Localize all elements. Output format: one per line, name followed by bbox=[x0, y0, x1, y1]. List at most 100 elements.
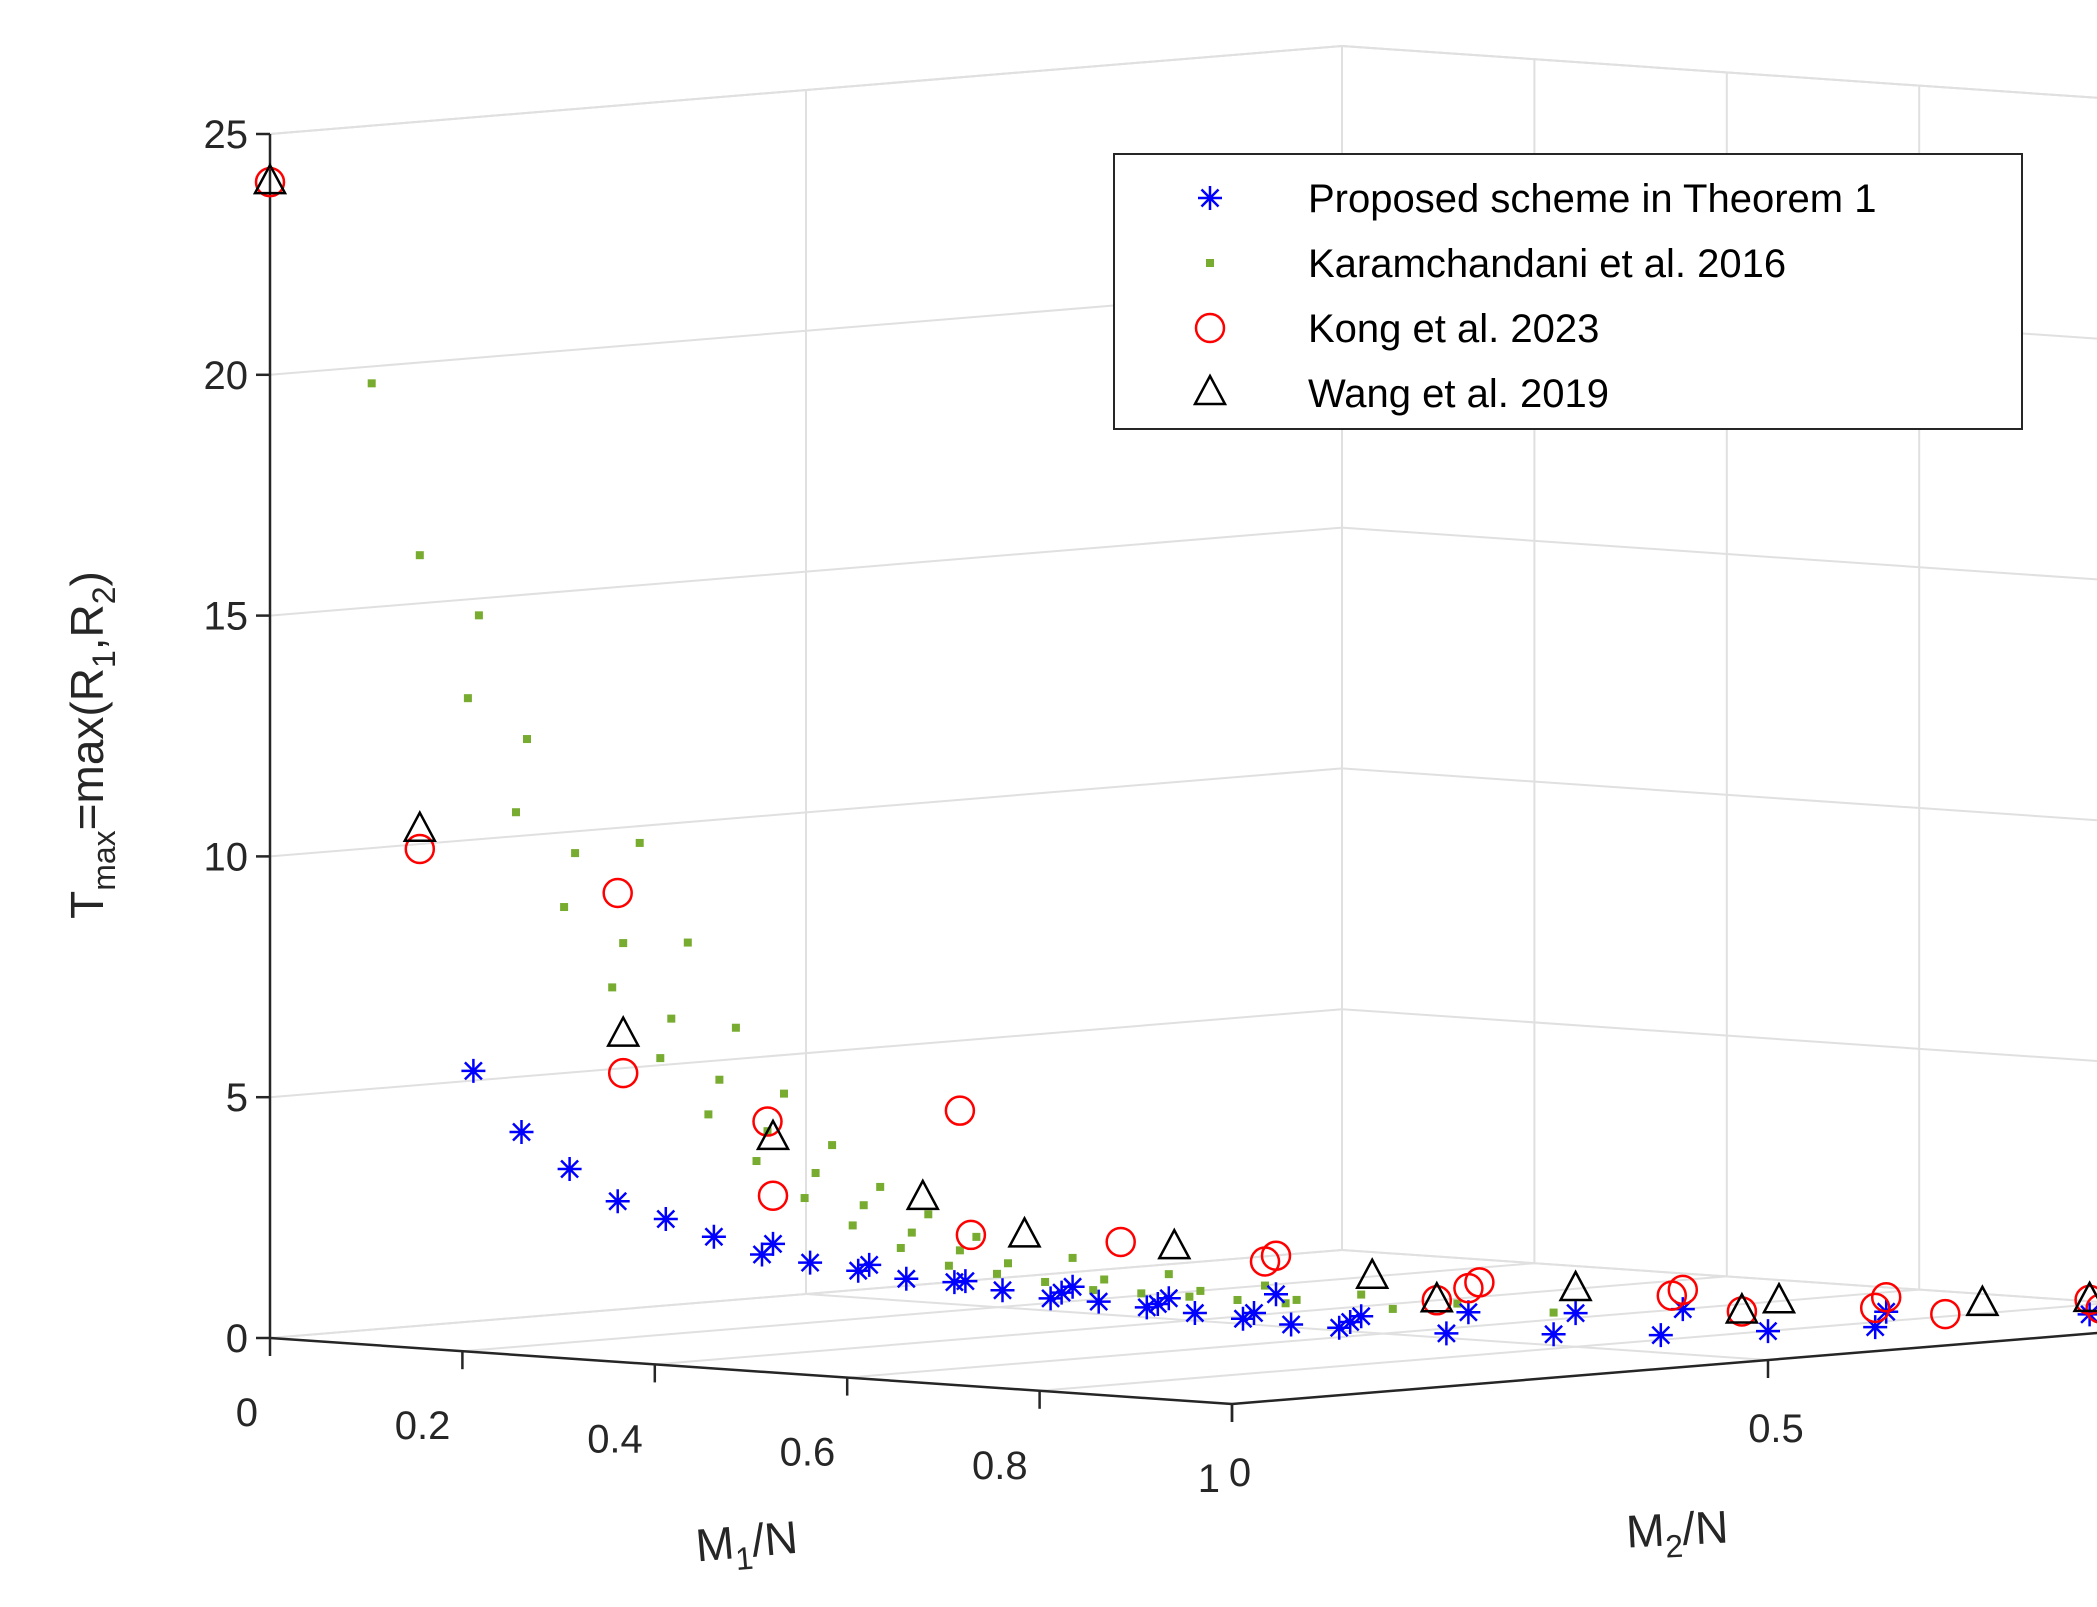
point-circle bbox=[1260, 1240, 1292, 1271]
z-tick-label: 0 bbox=[226, 1317, 248, 1361]
point-triangle bbox=[2072, 1280, 2097, 1313]
point-asterisk bbox=[1456, 1300, 1481, 1325]
point-triangle bbox=[1419, 1280, 1454, 1313]
point-dot bbox=[1388, 1304, 1397, 1313]
point-dot bbox=[367, 379, 376, 388]
point-dot bbox=[560, 903, 569, 912]
point-asterisk bbox=[750, 1242, 774, 1267]
point-dot bbox=[848, 1221, 857, 1230]
point-asterisk bbox=[605, 1189, 630, 1214]
point-asterisk bbox=[1327, 1315, 1352, 1340]
point-asterisk bbox=[857, 1252, 882, 1277]
point-dot bbox=[608, 983, 617, 992]
point-asterisk bbox=[846, 1258, 871, 1283]
point-dot bbox=[1453, 1299, 1462, 1308]
grid-line-wall-z bbox=[1341, 1008, 2097, 1063]
point-triangle bbox=[905, 1178, 940, 1211]
legend-label-kong: Kong et al. 2023 bbox=[1308, 307, 1599, 351]
point-asterisk bbox=[1231, 1306, 1255, 1331]
point-circle bbox=[752, 1106, 783, 1137]
z-tick-label: 10 bbox=[204, 835, 249, 879]
point-asterisk bbox=[1670, 1297, 1695, 1322]
legend-label-proposed: Proposed scheme in Theorem 1 bbox=[1308, 177, 1876, 221]
point-asterisk bbox=[1338, 1310, 1363, 1335]
point-dot bbox=[955, 1246, 964, 1255]
point-dot bbox=[1041, 1277, 1050, 1286]
point-triangle bbox=[1724, 1291, 1759, 1324]
point-dot bbox=[704, 1110, 713, 1119]
point-dot bbox=[944, 1261, 953, 1270]
point-circle bbox=[1105, 1226, 1136, 1258]
point-asterisk bbox=[1863, 1315, 1888, 1340]
point-circle bbox=[955, 1219, 987, 1251]
series-0 bbox=[461, 1058, 2097, 1348]
point-circle bbox=[2074, 1284, 2097, 1316]
point-circle bbox=[1667, 1274, 1699, 1306]
legend-symbols bbox=[1192, 186, 1228, 406]
data-points bbox=[252, 162, 2097, 1348]
point-asterisk bbox=[1060, 1274, 1085, 1299]
point-circle bbox=[1930, 1298, 1961, 1330]
y-tick-label: 0 bbox=[1229, 1451, 1251, 1495]
x-tick-label: 1 bbox=[1198, 1457, 1220, 1501]
point-dot bbox=[1089, 1286, 1098, 1295]
point-circle bbox=[757, 1180, 789, 1211]
point-dot bbox=[896, 1243, 905, 1252]
point-asterisk bbox=[1182, 1301, 1207, 1326]
point-asterisk bbox=[990, 1278, 1015, 1303]
point-triangle bbox=[1761, 1281, 1797, 1314]
point-dot bbox=[571, 849, 580, 858]
point-triangle bbox=[252, 162, 288, 195]
point-asterisk bbox=[1756, 1319, 1780, 1344]
grid-line-floor-x bbox=[1231, 1331, 2097, 1405]
point-circle bbox=[1726, 1296, 1758, 1327]
point-asterisk bbox=[1145, 1291, 1170, 1316]
point-asterisk bbox=[1134, 1295, 1159, 1320]
grid-line-wall-z bbox=[1341, 45, 2097, 99]
x-tick-label: 0.2 bbox=[395, 1404, 451, 1448]
point-dot bbox=[474, 611, 483, 620]
point-circle bbox=[607, 1057, 639, 1089]
point-circle bbox=[944, 1095, 976, 1126]
series-2 bbox=[254, 166, 2097, 1330]
point-dot bbox=[1233, 1295, 1242, 1304]
point-asterisk bbox=[653, 1206, 678, 1231]
point-triangle bbox=[1965, 1284, 2000, 1317]
grid-line-wall-z bbox=[1341, 1249, 2097, 1303]
series-1 bbox=[367, 379, 1558, 1317]
point-circle bbox=[2085, 1293, 2097, 1324]
point-circle bbox=[1870, 1282, 1902, 1313]
point-circle bbox=[404, 833, 436, 865]
grid-line-wall-z bbox=[1341, 767, 2097, 822]
point-dot bbox=[656, 1054, 665, 1063]
point-circle bbox=[602, 877, 633, 909]
legend-label-karamchandani: Karamchandani et al. 2016 bbox=[1308, 242, 1786, 286]
legend-label-wang: Wang et al. 2019 bbox=[1308, 372, 1609, 416]
point-asterisk bbox=[1279, 1312, 1304, 1337]
x-tick-label: 0 bbox=[236, 1391, 258, 1435]
point-asterisk bbox=[1242, 1301, 1266, 1325]
series-3 bbox=[252, 162, 2097, 1324]
point-asterisk bbox=[509, 1120, 534, 1145]
point-asterisk bbox=[1086, 1289, 1111, 1314]
point-dot bbox=[811, 1169, 820, 1178]
point-asterisk bbox=[461, 1058, 486, 1083]
legend-box bbox=[1113, 153, 2023, 430]
point-dot bbox=[667, 1014, 676, 1023]
point-dot bbox=[907, 1228, 916, 1237]
point-dot bbox=[1185, 1292, 1194, 1301]
point-asterisk bbox=[1049, 1280, 1074, 1305]
z-tick-label: 20 bbox=[204, 354, 249, 398]
legend-symbol-circle bbox=[1194, 312, 1226, 344]
point-dot bbox=[876, 1182, 885, 1191]
point-asterisk bbox=[1264, 1282, 1288, 1307]
point-triangle bbox=[755, 1118, 791, 1151]
y-axis-label: M2/N bbox=[1625, 1500, 1730, 1566]
point-dot bbox=[924, 1210, 933, 1219]
point-asterisk bbox=[1541, 1322, 1566, 1347]
point-dot bbox=[1292, 1295, 1301, 1304]
point-dot bbox=[859, 1201, 868, 1210]
point-asterisk bbox=[1349, 1304, 1374, 1329]
z-tick-label: 15 bbox=[204, 595, 249, 639]
point-circle bbox=[1464, 1267, 1495, 1298]
